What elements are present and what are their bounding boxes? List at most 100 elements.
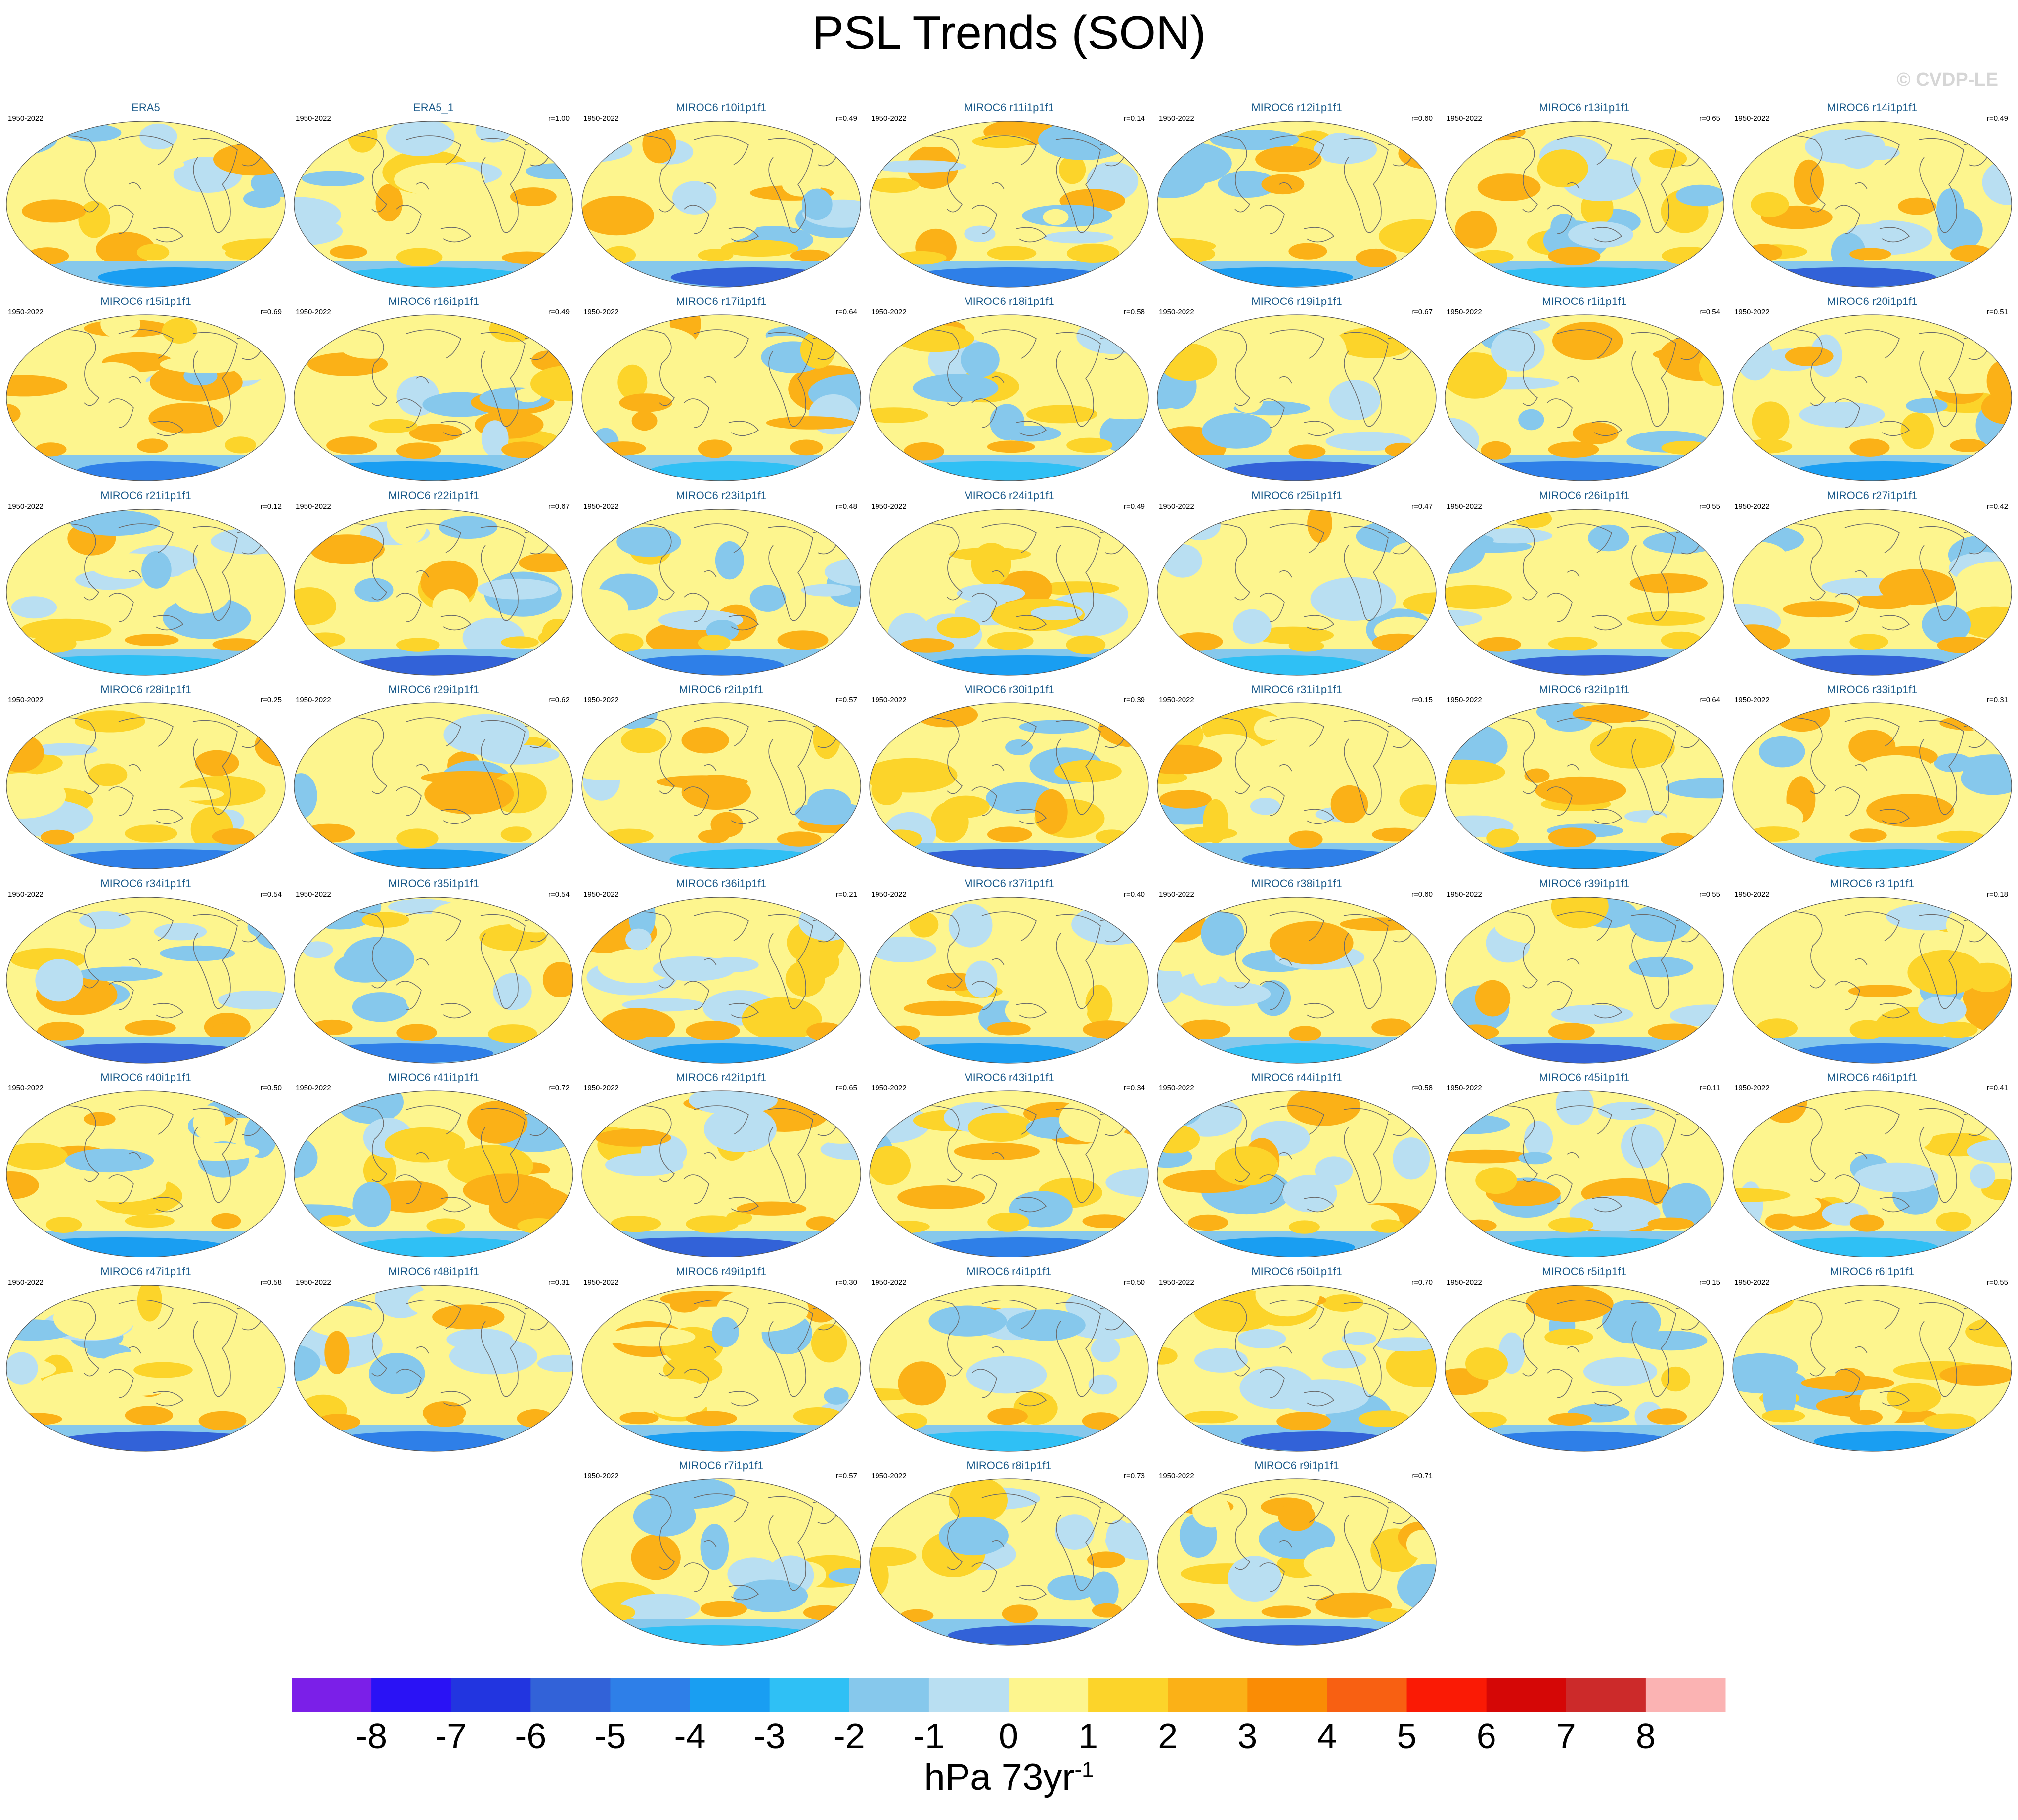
anomaly-blob [1704, 509, 1724, 547]
anomaly-blob [1215, 1146, 1278, 1186]
colorbar-swatch [1168, 1678, 1248, 1712]
anomaly-blob [1455, 211, 1497, 249]
anomaly-blob [670, 1299, 699, 1313]
robinson-map [1732, 509, 2012, 676]
anomaly-blob [820, 1138, 861, 1160]
anomaly-blob [889, 121, 982, 147]
high-anomaly [1276, 1412, 1331, 1431]
anomaly-blob [432, 589, 470, 622]
panel-period: 1950-2022 [1734, 696, 1770, 704]
colorbar-swatch [292, 1678, 372, 1712]
anomaly-blob [1112, 901, 1148, 928]
anomaly-blob [1981, 390, 2012, 425]
anomaly-blob [6, 1143, 68, 1170]
anomaly-blob [294, 720, 346, 739]
map-panel: MIROC6 r39i1p1f1 1950-2022 r=0.55 [1444, 877, 1725, 1070]
anomaly-blob [800, 331, 835, 369]
panel-correlation: r=0.72 [548, 1084, 570, 1092]
robinson-map [1732, 897, 2012, 1064]
anomaly-blob [828, 1568, 861, 1584]
anomaly-blob [1679, 1346, 1717, 1369]
high-anomaly [1356, 248, 1397, 267]
high-anomaly [1923, 1413, 1976, 1429]
anomaly-blob [619, 393, 673, 412]
panel-period: 1950-2022 [871, 308, 907, 316]
map-outline [1445, 897, 1724, 1064]
watermark: © CVDP-LE [1896, 69, 1998, 90]
map-outline [1445, 314, 1724, 481]
high-anomaly [1936, 830, 1985, 844]
map-panel: MIROC6 r22i1p1f1 1950-2022 r=0.67 [293, 489, 574, 682]
anomaly-blob [1525, 1285, 1614, 1322]
panel-period: 1950-2022 [1447, 696, 1482, 704]
anomaly-blob [193, 1105, 226, 1140]
figure-title: PSL Trends (SON) [812, 6, 1206, 59]
panel-correlation: r=0.50 [1124, 1278, 1145, 1287]
robinson-map [6, 702, 286, 869]
high-anomaly [1648, 1023, 1701, 1040]
anomaly-blob [1282, 1174, 1337, 1213]
anomaly-blob [1006, 1309, 1086, 1341]
anomaly-blob [530, 366, 573, 401]
robinson-map [294, 121, 573, 288]
colorbar-tick-label: -1 [913, 1717, 945, 1752]
panel-title: MIROC6 r6i1p1f1 [1830, 1265, 1915, 1278]
colorbar-tick-label: -2 [834, 1717, 865, 1752]
anomaly-blob [65, 1148, 154, 1173]
anomaly-blob [79, 911, 131, 930]
map-outline [581, 1090, 861, 1257]
southern-band-core [1241, 1431, 1394, 1451]
anomaly-blob [1799, 402, 1885, 428]
robinson-map [581, 897, 861, 1064]
robinson-map [294, 897, 573, 1064]
high-anomaly [1288, 243, 1327, 260]
anomaly-blob [1330, 785, 1368, 823]
high-anomaly [35, 442, 67, 457]
anomaly-blob [218, 915, 247, 956]
panel-correlation: r=0.51 [1987, 308, 2008, 316]
high-anomaly [1371, 827, 1418, 842]
panel-title: MIROC6 r20i1p1f1 [1827, 295, 1918, 307]
anomaly-blob [873, 160, 966, 173]
high-anomaly [1548, 247, 1601, 265]
southern-band-core [35, 1043, 254, 1063]
high-anomaly [1289, 1220, 1320, 1234]
panel-period: 1950-2022 [871, 1278, 907, 1287]
southern-band-core [586, 1237, 812, 1257]
high-anomaly [500, 826, 532, 842]
robinson-map [294, 702, 573, 869]
panel-period: 1950-2022 [871, 696, 907, 704]
anomaly-blob [1906, 398, 1948, 414]
anomaly-blob [1250, 797, 1280, 815]
anomaly-blob [1733, 1188, 1791, 1202]
anomaly-blob [681, 775, 751, 810]
panel-title: MIROC6 r46i1p1f1 [1827, 1071, 1918, 1083]
panel-period: 1950-2022 [1159, 114, 1194, 123]
colorbar-swatch [690, 1678, 770, 1712]
anomaly-blob [619, 1594, 700, 1622]
panel-period: 1950-2022 [1734, 114, 1770, 123]
map-outline [581, 1285, 861, 1452]
robinson-map [1732, 1090, 2012, 1257]
high-anomaly [1849, 828, 1887, 842]
panel-correlation: r=0.11 [1700, 1084, 1720, 1092]
anomaly-blob [477, 578, 558, 600]
map-panel: MIROC6 r19i1p1f1 1950-2022 r=0.67 [1156, 295, 1438, 488]
southern-band-core [14, 655, 240, 675]
map-outline [294, 897, 573, 1064]
anomaly-blob [801, 188, 833, 220]
map-outline [6, 121, 286, 288]
high-anomaly [211, 1213, 241, 1229]
panel-title: MIROC6 r9i1p1f1 [1254, 1459, 1339, 1472]
anomaly-blob [467, 1375, 537, 1404]
panel-title: MIROC6 r31i1p1f1 [1251, 683, 1342, 695]
map-outline [1445, 1090, 1724, 1257]
high-anomaly [600, 441, 646, 456]
anomaly-blob [1848, 730, 1896, 764]
high-anomaly [1188, 1214, 1228, 1231]
colorbar-swatch [530, 1678, 611, 1712]
high-anomaly [1647, 1408, 1687, 1425]
anomaly-blob [870, 1547, 917, 1567]
anomaly-blob [1552, 322, 1623, 360]
high-anomaly [41, 829, 74, 845]
